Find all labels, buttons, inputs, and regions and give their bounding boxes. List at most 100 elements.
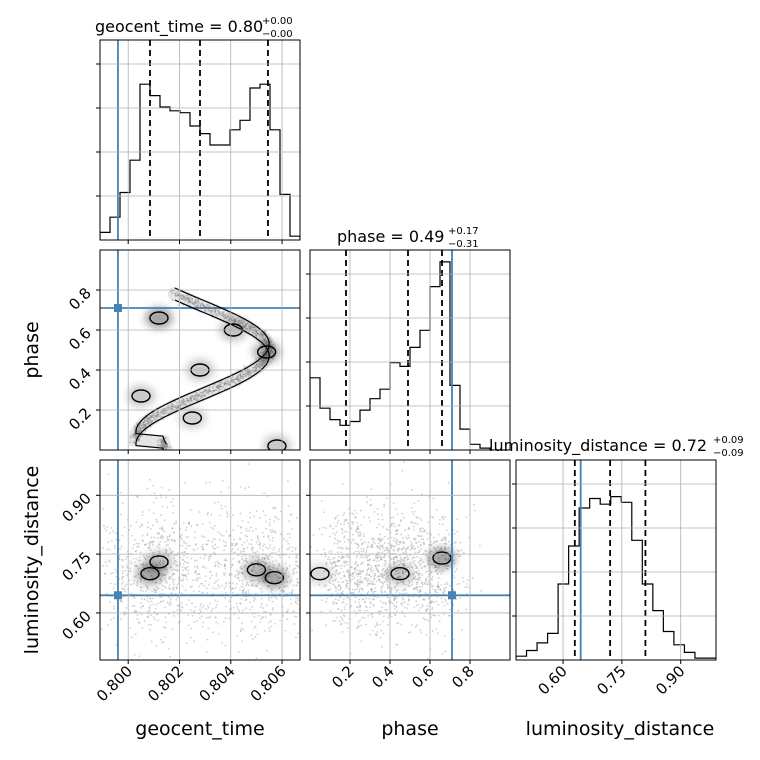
sample-point bbox=[260, 337, 263, 340]
sample-point bbox=[265, 546, 267, 549]
sample-point bbox=[217, 385, 220, 388]
sample-point bbox=[224, 380, 227, 383]
sample-point bbox=[222, 313, 225, 316]
sample-point bbox=[271, 539, 274, 542]
sample-point bbox=[194, 305, 197, 308]
sample-point bbox=[253, 626, 256, 629]
sample-point bbox=[182, 574, 185, 577]
sample-point bbox=[209, 577, 212, 579]
sample-point bbox=[437, 585, 440, 588]
sample-point bbox=[355, 529, 358, 532]
sample-point bbox=[393, 556, 396, 559]
sample-point bbox=[379, 580, 382, 583]
sample-point bbox=[191, 394, 194, 397]
sample-point bbox=[240, 318, 243, 321]
sample-point bbox=[274, 507, 277, 510]
sample-point bbox=[333, 601, 336, 604]
sample-point bbox=[237, 524, 240, 527]
sample-point bbox=[256, 333, 259, 336]
sample-point bbox=[438, 518, 441, 521]
sample-point bbox=[336, 539, 339, 542]
sample-point bbox=[395, 556, 398, 559]
sample-point bbox=[426, 559, 429, 562]
sample-point bbox=[336, 522, 339, 524]
sample-point bbox=[202, 591, 204, 594]
sample-point bbox=[161, 527, 164, 530]
sample-point bbox=[256, 365, 259, 368]
sample-point bbox=[147, 421, 150, 423]
sample-point bbox=[364, 609, 366, 612]
sample-point bbox=[420, 535, 423, 538]
sample-point bbox=[223, 387, 226, 390]
title-phase-minus: −0.31 bbox=[448, 239, 479, 250]
sample-point bbox=[252, 551, 255, 554]
sample-point bbox=[277, 562, 280, 565]
sample-point bbox=[128, 579, 131, 582]
sample-point bbox=[371, 590, 373, 593]
sample-point bbox=[200, 395, 203, 398]
sample-point bbox=[219, 385, 221, 388]
sample-point bbox=[188, 523, 190, 526]
sample-point bbox=[376, 557, 379, 560]
sample-point bbox=[161, 439, 164, 442]
sample-point bbox=[363, 576, 366, 579]
sample-point bbox=[109, 582, 112, 585]
sample-point bbox=[263, 492, 265, 495]
sample-point bbox=[239, 377, 242, 380]
sample-point bbox=[261, 616, 263, 619]
sample-point bbox=[361, 581, 364, 584]
sample-point bbox=[435, 508, 438, 511]
sample-point bbox=[193, 549, 196, 552]
sample-point bbox=[177, 293, 179, 296]
sample-point bbox=[162, 441, 165, 444]
sample-point bbox=[162, 418, 164, 421]
sample-point bbox=[279, 510, 282, 513]
sample-point bbox=[236, 554, 239, 557]
sample-point bbox=[155, 613, 158, 616]
sample-point bbox=[179, 556, 182, 559]
sample-point bbox=[246, 535, 248, 538]
sample-point bbox=[199, 556, 202, 559]
sample-point bbox=[206, 638, 209, 641]
sample-point bbox=[341, 556, 344, 559]
sample-point bbox=[251, 529, 254, 532]
sample-point bbox=[255, 363, 258, 366]
sample-point bbox=[377, 554, 379, 557]
sample-point bbox=[408, 631, 410, 634]
sample-point bbox=[320, 499, 323, 502]
sample-point bbox=[419, 559, 422, 562]
sample-point bbox=[370, 571, 373, 573]
sample-point bbox=[197, 395, 200, 398]
sample-point bbox=[199, 602, 202, 605]
sample-point bbox=[271, 588, 274, 591]
sample-point bbox=[260, 331, 262, 334]
sample-point bbox=[340, 567, 343, 570]
sample-point bbox=[415, 541, 417, 544]
density-mode bbox=[178, 407, 207, 429]
sample-point bbox=[417, 546, 420, 549]
sample-point bbox=[406, 607, 409, 609]
sample-point bbox=[225, 530, 228, 532]
sample-point bbox=[240, 571, 243, 574]
sample-point bbox=[194, 301, 197, 304]
sample-point bbox=[217, 311, 220, 314]
sample-point bbox=[188, 599, 190, 602]
sample-point bbox=[322, 548, 325, 551]
sample-point bbox=[143, 419, 146, 422]
sample-point bbox=[247, 371, 250, 373]
sample-point bbox=[145, 590, 148, 593]
sample-point bbox=[179, 403, 182, 406]
sample-point bbox=[198, 511, 201, 513]
sample-point bbox=[282, 589, 285, 592]
sample-point bbox=[196, 559, 199, 562]
sample-point bbox=[141, 534, 144, 537]
sample-point bbox=[385, 547, 388, 550]
sample-point bbox=[209, 570, 212, 573]
sample-point bbox=[355, 562, 358, 565]
sample-point bbox=[237, 650, 240, 653]
sample-point bbox=[378, 537, 380, 540]
sample-point bbox=[159, 441, 162, 443]
sample-point bbox=[163, 444, 166, 446]
sample-point bbox=[359, 609, 362, 612]
sample-point bbox=[257, 543, 260, 546]
